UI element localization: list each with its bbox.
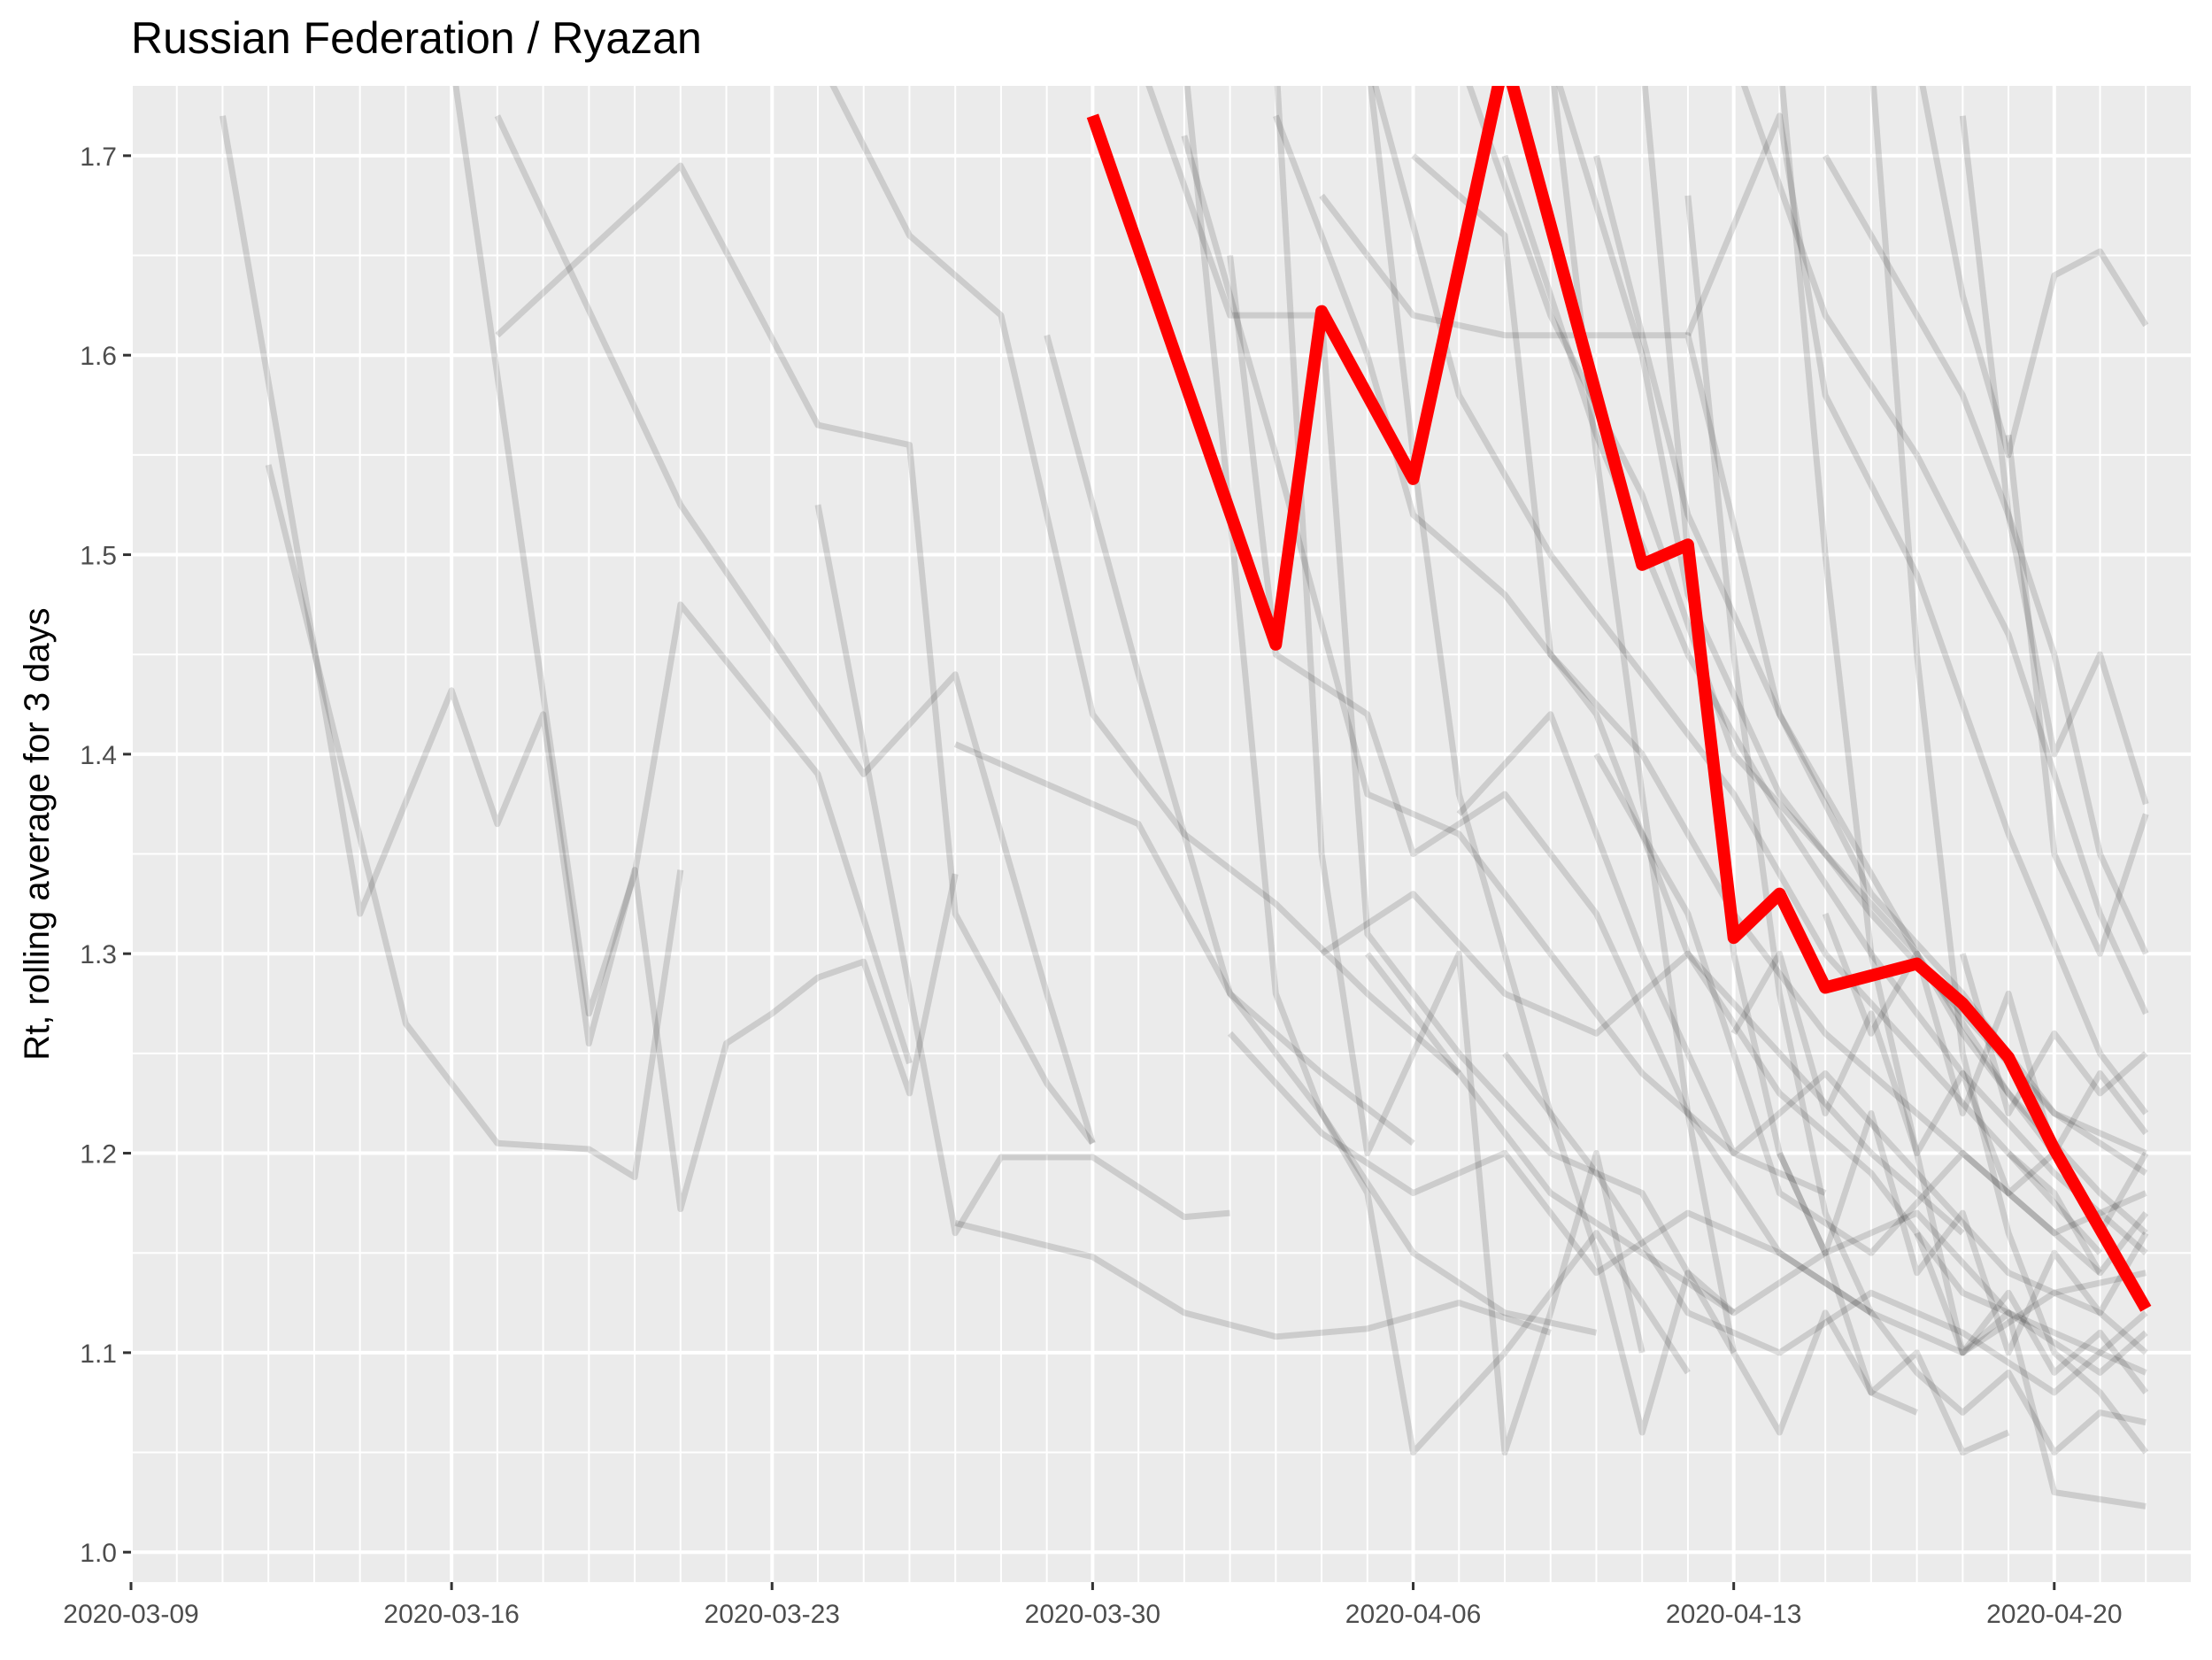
y-tick-label: 1.6 bbox=[80, 342, 117, 371]
background-series-line bbox=[1959, 953, 2148, 1116]
chart-title: Russian Federation / Ryazan bbox=[131, 13, 702, 63]
background-series-line bbox=[1274, 86, 1646, 1455]
background-series-line bbox=[1320, 891, 2147, 1376]
background-series-line bbox=[1044, 334, 1598, 1336]
background-series-line bbox=[1372, 86, 2103, 1255]
background-series-line bbox=[954, 1220, 1552, 1340]
y-tick-label: 1.0 bbox=[80, 1539, 117, 1568]
y-tick-label: 1.3 bbox=[80, 940, 117, 969]
background-series-line bbox=[265, 464, 684, 1181]
background-series-line bbox=[1183, 86, 1691, 1455]
x-tick-label: 2020-04-13 bbox=[1666, 1600, 1801, 1629]
background-series-line bbox=[1777, 1110, 2149, 1356]
background-series-line bbox=[1456, 711, 2148, 1355]
y-tick-label: 1.2 bbox=[80, 1140, 117, 1170]
background-series-line bbox=[1914, 1231, 2149, 1395]
x-tick-label: 2020-04-20 bbox=[1986, 1600, 2122, 1629]
background-series-line bbox=[1684, 112, 2149, 1116]
background-series-line bbox=[1593, 753, 2147, 1256]
background-series-line bbox=[1823, 154, 2149, 955]
background-series-line bbox=[452, 86, 913, 1065]
background-series-line bbox=[220, 115, 959, 1213]
background-series-line bbox=[1822, 912, 2149, 1156]
background-series-line bbox=[1959, 115, 2149, 806]
background-series-line bbox=[1869, 86, 2149, 1455]
background-series-line bbox=[814, 504, 1230, 1237]
y-tick-label: 1.4 bbox=[80, 741, 117, 770]
background-series-line bbox=[1228, 1031, 2147, 1356]
background-series-line bbox=[1368, 86, 1736, 1436]
plot-panel bbox=[131, 86, 2192, 1582]
y-axis: 1.0 1.1 1.2 1.3 1.4 1.5 1.6 1.7 bbox=[80, 143, 131, 1568]
background-series-line bbox=[1593, 155, 2147, 1156]
background-series-line bbox=[1365, 952, 2148, 1376]
background-series-line bbox=[1145, 86, 1737, 1355]
y-tick-label: 1.5 bbox=[80, 542, 117, 571]
background-series-line bbox=[1227, 255, 1873, 1316]
background-series-line bbox=[953, 741, 1415, 1147]
background-series-line bbox=[1740, 86, 2149, 1015]
background-series-line bbox=[494, 114, 1096, 1145]
y-axis-label: Rt, rolling average for 3 days bbox=[18, 607, 57, 1060]
x-tick-label: 2020-03-30 bbox=[1025, 1600, 1160, 1629]
background-series-line bbox=[2005, 434, 2149, 957]
x-axis: 2020-03-09 2020-03-16 2020-03-23 2020-03-30… bbox=[63, 1582, 2123, 1629]
background-series-line bbox=[1466, 86, 2148, 1236]
background-series-line bbox=[2006, 1150, 2149, 1277]
y-tick-label: 1.1 bbox=[80, 1340, 117, 1369]
x-tick-label: 2020-04-06 bbox=[1345, 1600, 1481, 1629]
background-series-line bbox=[1502, 1051, 2148, 1396]
background-series-line bbox=[1551, 86, 1919, 1436]
x-tick-label: 2020-03-23 bbox=[705, 1600, 840, 1629]
background-series-line bbox=[1778, 86, 2146, 1509]
background-series-line bbox=[829, 86, 1461, 1077]
x-tick-label: 2020-03-16 bbox=[383, 1600, 519, 1629]
background-series-line bbox=[1684, 195, 2147, 1455]
background-series-line bbox=[1919, 86, 2149, 459]
grid-lines bbox=[129, 86, 2193, 1582]
y-tick-label: 1.7 bbox=[80, 143, 117, 172]
background-series-line bbox=[495, 162, 1096, 1146]
x-tick-label: 2020-03-09 bbox=[63, 1600, 198, 1629]
background-series-line bbox=[1273, 114, 1965, 1236]
background-series-line bbox=[1556, 86, 2148, 1177]
highlight-series-line bbox=[1086, 86, 2152, 1312]
highlight-series-group bbox=[1086, 86, 2152, 1312]
